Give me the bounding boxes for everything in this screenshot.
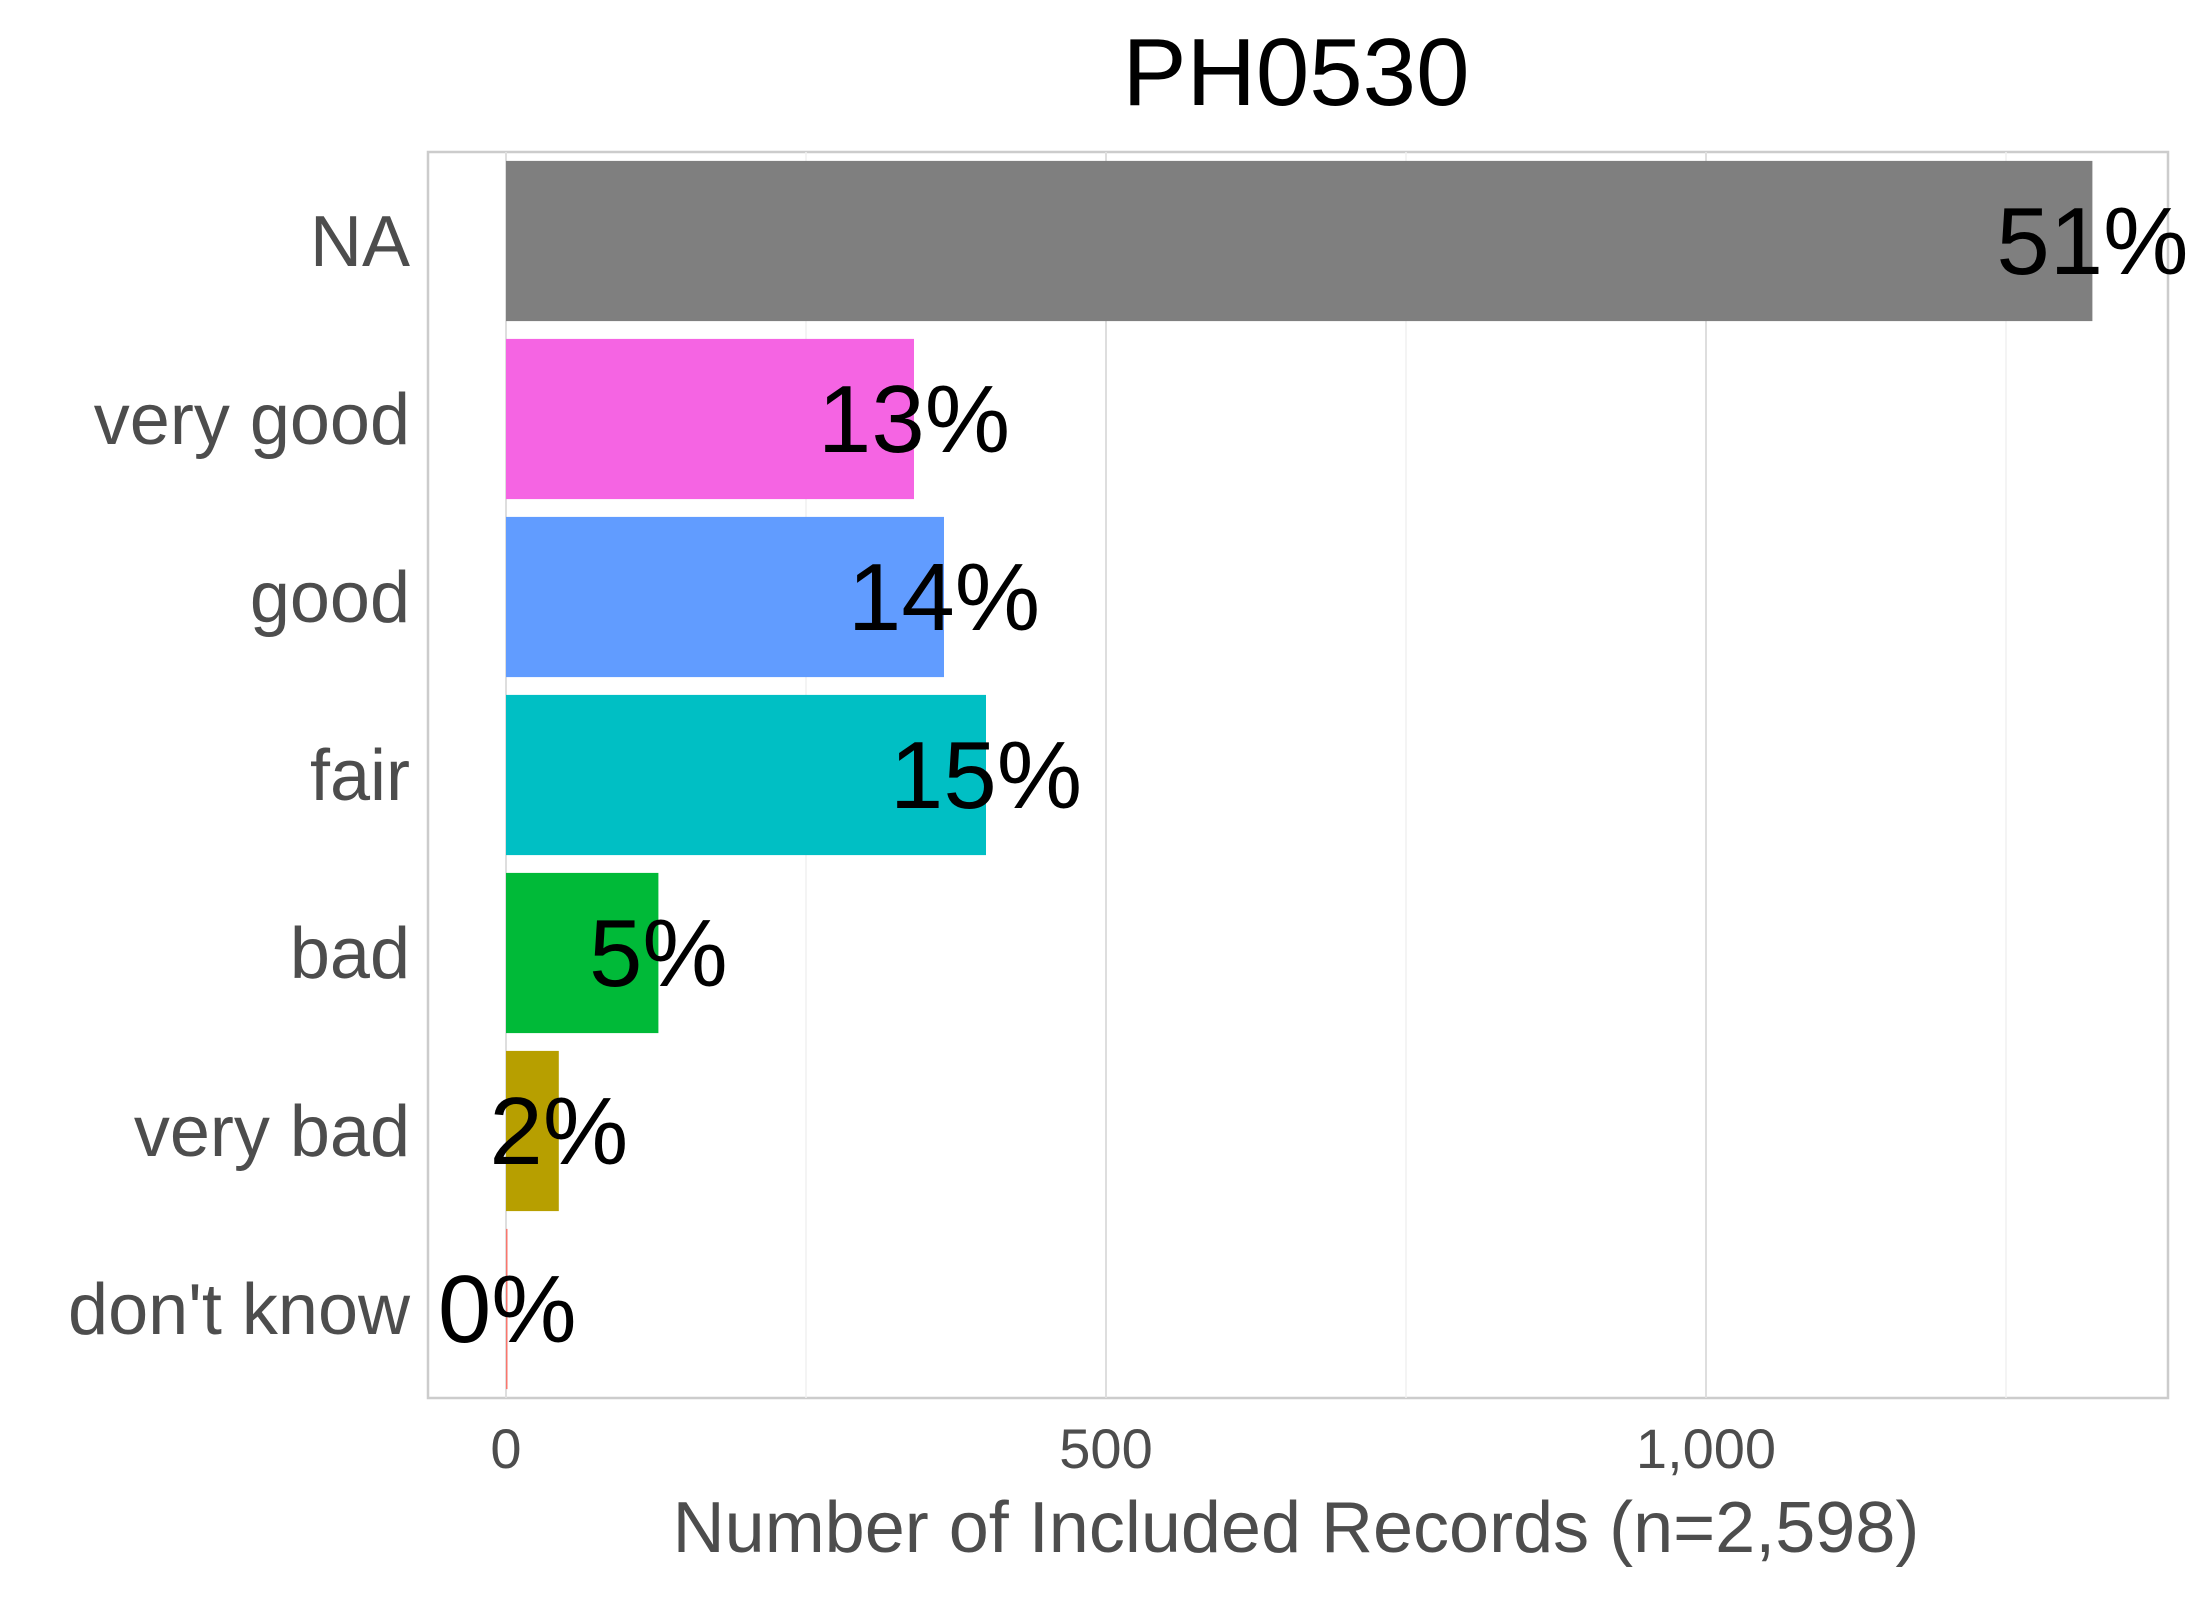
bar-value-label: 15% [890,722,1082,829]
x-tick-label: 0 [490,1417,521,1480]
x-tick-label: 1,000 [1636,1417,1776,1480]
bar-value-label: 2% [489,1078,628,1185]
bar [506,516,944,678]
bar [506,338,914,500]
bar-value-label: 51% [1996,188,2188,295]
y-category-label: fair [310,736,410,816]
chart-title: PH0530 [1123,19,1470,126]
plot-panel-border [426,150,2170,1400]
y-category-label: NA [310,202,410,282]
bar [506,1228,508,1390]
bar [506,160,2093,322]
bar-value-label: 0% [438,1256,577,1363]
bar-value-labels: 51% 13% 14% 15% 5% 2% 0% [438,188,2189,1363]
bar [506,694,986,856]
x-axis-tick-labels: 0 500 1,000 [490,1417,1776,1480]
bars [506,160,2093,1390]
x-tick-label: 500 [1059,1417,1152,1480]
bar [506,1050,559,1212]
y-category-label: good [250,558,410,638]
y-category-label: bad [290,914,410,994]
bar-value-label: 13% [818,366,1010,473]
bar [506,872,659,1034]
y-category-label: very good [94,380,410,460]
bar-value-label: 14% [848,544,1040,651]
x-axis-title: Number of Included Records (n=2,598) [673,1488,1920,1568]
y-category-label: very bad [134,1092,410,1172]
y-axis-category-labels: NA very good good fair bad very bad don't know [68,202,411,1350]
bar-value-label: 5% [589,900,728,1007]
y-category-label: don't know [68,1270,411,1350]
